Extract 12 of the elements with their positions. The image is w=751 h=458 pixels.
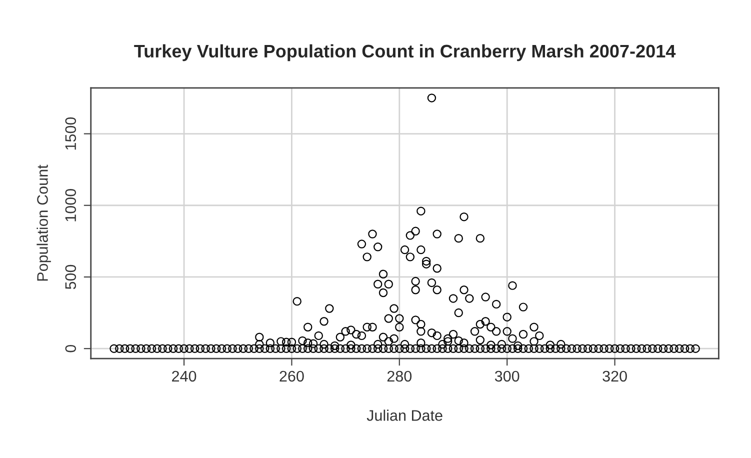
x-tick-label: 280 (387, 370, 412, 382)
x-tick-label: 300 (494, 370, 520, 382)
y-tick-label: 500 (65, 264, 76, 290)
y-tick-label: 1000 (65, 188, 76, 222)
y-tick-label: 1500 (65, 117, 76, 150)
y-axis-title: Population Count (36, 164, 51, 281)
chart-title: Turkey Vulture Population Count in Cranberry Marsh 2007-2014 (134, 44, 676, 62)
x-axis-title: Julian Date (366, 410, 442, 421)
x-tick-label: 320 (602, 370, 627, 382)
x-tick-label: 260 (280, 370, 304, 382)
y-tick-label: 0 (65, 344, 76, 352)
x-tick-label: 240 (172, 370, 196, 382)
